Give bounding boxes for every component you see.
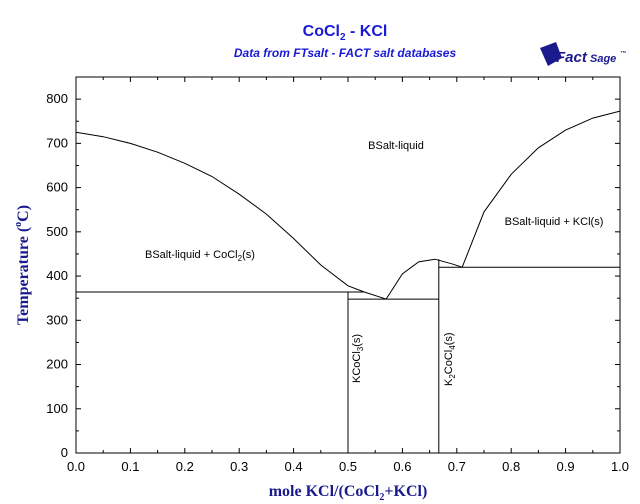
phase-boundary-3 [451,263,463,268]
region-left-label: BSalt-liquid + CoCl2(s) [145,249,255,263]
region-right-label: BSalt-liquid + KCl(s) [505,216,604,228]
phase-boundary-2 [385,258,452,300]
y-tick-label: 400 [46,268,68,283]
y-tick-label: 500 [46,224,68,239]
phase-boundary-1 [364,291,387,300]
x-tick-label: 0.8 [502,459,520,474]
x-tick-label: 0.1 [121,459,139,474]
chart-title: CoCl2 - KCl [303,23,388,43]
x-tick-label: 0.3 [230,459,248,474]
y-tick-label: 300 [46,312,68,327]
y-axis-label: Temperature (oC) [13,205,32,325]
region-k2cocl4-label: K2CoCl4(s) [443,332,457,386]
factsage-logo: Fact Sage ™ [540,42,626,66]
x-tick-label: 0.0 [67,459,85,474]
logo-emblem-icon [540,42,562,66]
logo-trademark: ™ [620,50,626,57]
y-tick-label: 600 [46,180,68,195]
phase-boundaries [75,110,621,453]
y-tick-label: 100 [46,401,68,416]
y-tick-label: 200 [46,357,68,372]
axis-ticks: 0.0 0.1 0.2 0.3 0.4 0.5 0.6 0.7 0.8 0.9 1.0 0 100 200… [46,76,629,474]
logo-text-fact: Fact [556,49,588,66]
x-axis-label: mole KCl/(CoCl2+KCl) [269,483,428,503]
x-tick-label: 0.2 [176,459,194,474]
phase-boundary-0 [75,131,365,293]
logo-text-sage: Sage [590,53,616,65]
phase-boundary-4 [461,110,621,268]
region-kcocl3-label: KCoCl3(s) [351,334,365,383]
y-tick-label: 700 [46,135,68,150]
y-tick-label: 0 [61,445,68,460]
x-tick-label: 0.6 [393,459,411,474]
x-tick-label: 0.7 [448,459,466,474]
y-tick-label: 800 [46,91,68,106]
x-tick-label: 0.9 [557,459,575,474]
x-tick-label: 0.4 [285,459,303,474]
region-liquid-label: BSalt-liquid [368,140,424,152]
x-tick-label: 0.5 [339,459,357,474]
x-tick-label: 1.0 [611,459,629,474]
chart-subtitle: Data from FTsalt - FACT salt databases [234,46,457,60]
